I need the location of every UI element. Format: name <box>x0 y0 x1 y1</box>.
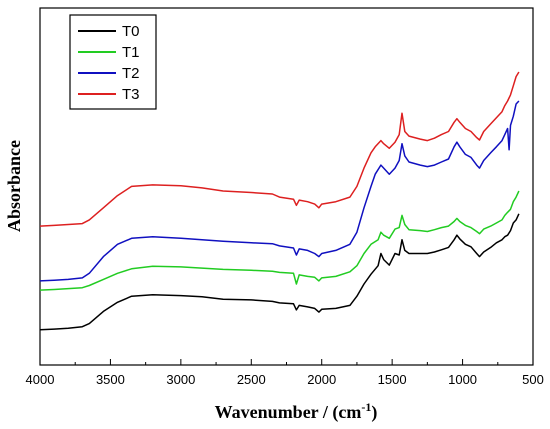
legend: T0 T1 T2 T3 <box>69 14 157 110</box>
series-line-t1 <box>39 190 520 291</box>
x-tick-label: 4000 <box>26 372 55 387</box>
series-line-t0 <box>39 213 520 331</box>
series-line-t2 <box>39 100 520 282</box>
legend-label-t0: T0 <box>122 23 140 40</box>
x-tick-label: 2500 <box>237 372 266 387</box>
x-axis-title-main: Wavenumber / (cm <box>215 402 362 423</box>
x-axis-ticks: 4000 3500 3000 2500 2000 1500 1000 500 <box>26 359 544 387</box>
x-axis-title-superscript: -1 <box>361 400 371 414</box>
x-axis-title-suffix: ) <box>371 402 377 423</box>
x-tick-label: 500 <box>522 372 544 387</box>
x-tick-label: 3500 <box>96 372 125 387</box>
series-line-t3 <box>39 71 520 227</box>
x-axis-title: Wavenumber / (cm-1) <box>215 400 378 423</box>
legend-label-t1: T1 <box>122 44 140 61</box>
series-lines <box>39 71 520 331</box>
y-axis-title: Absorbance <box>4 140 24 232</box>
legend-label-t3: T3 <box>122 86 140 103</box>
x-tick-label: 2000 <box>307 372 336 387</box>
legend-label-t2: T2 <box>122 65 140 82</box>
x-tick-label: 1500 <box>378 372 407 387</box>
x-tick-label: 1000 <box>448 372 477 387</box>
x-tick-label: 3000 <box>166 372 195 387</box>
